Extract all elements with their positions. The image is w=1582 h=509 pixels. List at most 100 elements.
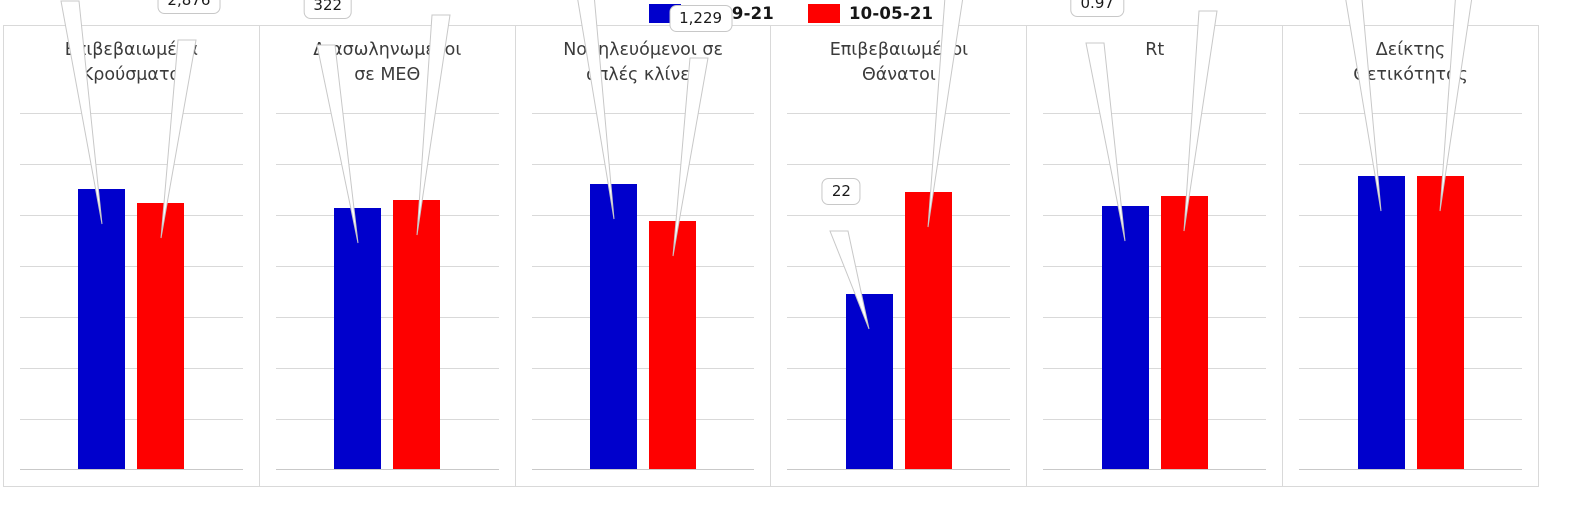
bar-series-0[interactable] xyxy=(334,208,382,469)
callout-leader-line xyxy=(576,0,615,220)
gridline xyxy=(20,164,243,165)
axis-baseline xyxy=(1299,469,1522,470)
bar-group xyxy=(20,113,243,469)
gridline xyxy=(1299,266,1522,267)
panel-title: Rt xyxy=(1145,40,1165,60)
gridline xyxy=(1043,419,1267,420)
bar-series-1[interactable] xyxy=(393,200,441,469)
gridline xyxy=(1299,164,1522,165)
gridline xyxy=(20,368,243,369)
callout-leader-line xyxy=(1183,10,1218,232)
bar-series-1[interactable] xyxy=(904,192,952,469)
gridline xyxy=(531,113,755,114)
gridlines xyxy=(531,113,755,470)
axis-baseline xyxy=(531,469,755,470)
value-callout-label: 322 xyxy=(303,0,353,19)
gridline xyxy=(787,215,1011,216)
gridline xyxy=(1043,113,1267,114)
gridline xyxy=(1299,368,1522,369)
gridline xyxy=(787,266,1011,267)
plot-area: 0.8%0.8% xyxy=(1299,0,1522,470)
callout-leader-line xyxy=(1345,0,1382,212)
bar-series-0[interactable] xyxy=(1357,176,1405,469)
callout-leader-line xyxy=(316,44,359,244)
legend-entry-1[interactable]: 10-05-21 xyxy=(808,3,934,23)
callout-leader-line xyxy=(927,0,964,228)
gridline xyxy=(275,419,499,420)
callout-leader-line xyxy=(416,14,451,236)
gridline xyxy=(787,113,1011,114)
bar-series-1[interactable] xyxy=(137,203,185,469)
gridline xyxy=(275,368,499,369)
bar-series-0[interactable] xyxy=(590,184,638,469)
panel-title: Επιβεβαιωμένα Κρούσματα xyxy=(64,40,199,85)
value-callout-label: 22 xyxy=(821,178,861,205)
panel-title: Διασωληνωμένοι σε ΜΕΘ xyxy=(313,40,462,85)
gridline xyxy=(275,215,499,216)
bar-series-1[interactable] xyxy=(649,221,697,469)
value-callout-label: 2,876 xyxy=(157,0,221,14)
gridline xyxy=(1299,215,1522,216)
gridline xyxy=(275,164,499,165)
plot-area: 2234 xyxy=(787,0,1011,470)
bar-series-0[interactable] xyxy=(845,294,893,469)
bar-group xyxy=(532,113,755,469)
gridline xyxy=(275,266,499,267)
gridline xyxy=(1043,317,1267,318)
gridline xyxy=(531,164,755,165)
gridline xyxy=(20,419,243,420)
gridline xyxy=(1043,266,1267,267)
gridline xyxy=(787,419,1011,420)
panel-container: Επιβεβαιωμένα Κρούσματα2,9782,876Διασωλη… xyxy=(4,0,1538,486)
callout-leader-line xyxy=(1439,0,1473,212)
gridline xyxy=(1043,215,1267,216)
callout-leader-line xyxy=(60,0,103,225)
gridlines xyxy=(787,113,1011,470)
gridlines xyxy=(275,113,499,470)
legend-swatch-red xyxy=(808,3,840,23)
bar-group xyxy=(1299,113,1522,469)
callout-leader-line xyxy=(672,57,709,257)
gridlines xyxy=(1043,113,1267,470)
callout-leader-line xyxy=(829,230,870,330)
gridline xyxy=(1299,419,1522,420)
callout-leader-line xyxy=(1085,42,1126,242)
axis-baseline xyxy=(1043,469,1267,470)
gridline xyxy=(275,317,499,318)
axis-baseline xyxy=(20,469,243,470)
gridlines xyxy=(1299,113,1522,470)
bar-group xyxy=(276,113,499,469)
gridline xyxy=(531,266,755,267)
gridline xyxy=(531,368,755,369)
bar-series-1[interactable] xyxy=(1416,176,1464,469)
chart-panel: Επιβεβαιωμένοι Θάνατοι2234 xyxy=(771,0,1028,486)
gridline xyxy=(275,113,499,114)
gridline xyxy=(531,215,755,216)
bar-series-0[interactable] xyxy=(78,189,126,469)
gridline xyxy=(20,317,243,318)
gridline xyxy=(1299,317,1522,318)
gridline xyxy=(787,164,1011,165)
gridline xyxy=(20,266,243,267)
gridline xyxy=(20,215,243,216)
chart-panel: Διασωληνωμένοι σε ΜΕΘ322334 xyxy=(259,0,516,486)
value-callout-label: 0.97 xyxy=(1070,0,1124,17)
gridline xyxy=(20,113,243,114)
bar-group xyxy=(1043,113,1266,469)
gridline xyxy=(531,317,755,318)
gridline xyxy=(531,419,755,420)
gridline xyxy=(1043,164,1267,165)
gridline xyxy=(1043,368,1267,369)
legend-label-1: 10-05-21 xyxy=(849,3,934,23)
callout-leader-line xyxy=(160,39,197,239)
gridline xyxy=(1299,113,1522,114)
bar-series-1[interactable] xyxy=(1160,196,1208,469)
value-callout-label: 1,229 xyxy=(669,5,733,32)
bar-series-0[interactable] xyxy=(1101,206,1149,469)
plot-area: 322334 xyxy=(275,0,499,470)
gridline xyxy=(787,368,1011,369)
panel-title: Επιβεβαιωμένοι Θάνατοι xyxy=(829,40,969,85)
plot-area: 0.971.01 xyxy=(1043,0,1267,470)
